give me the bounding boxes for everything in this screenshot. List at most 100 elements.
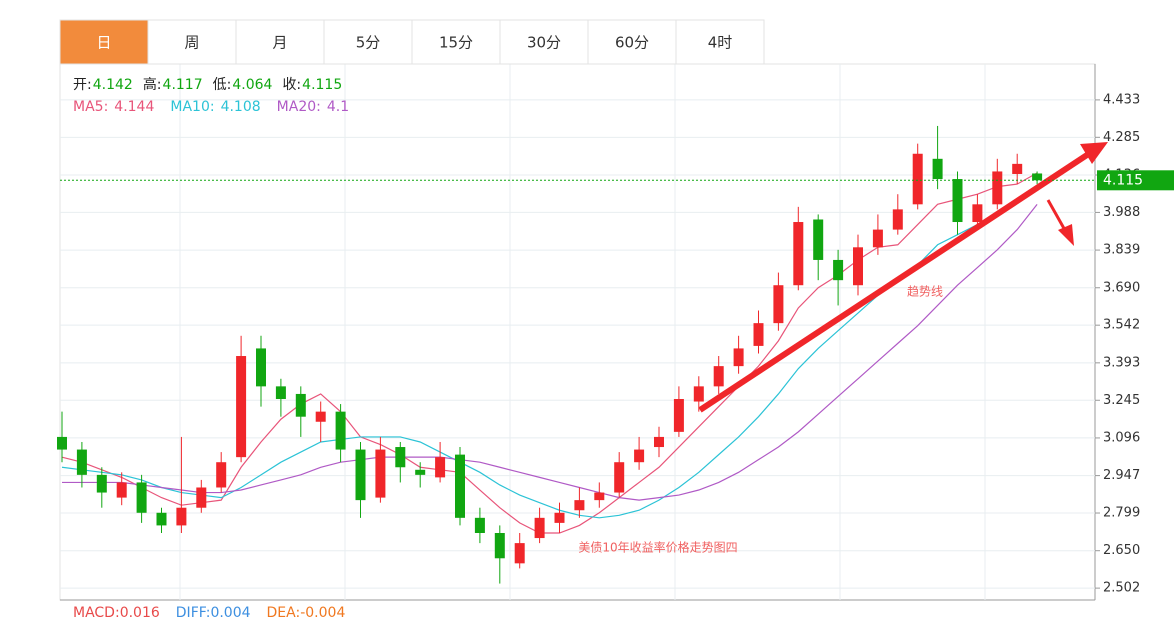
tab-label[interactable]: 60分: [615, 34, 649, 52]
candle-body: [534, 517, 545, 539]
candle-body: [872, 229, 883, 248]
ma-legend-label: MA5:: [73, 99, 108, 115]
candle-body: [136, 482, 147, 513]
info-value: 4.064: [232, 77, 272, 93]
candle-body: [196, 487, 207, 508]
candle-body: [474, 517, 485, 533]
tab-label[interactable]: 5分: [356, 34, 381, 52]
indicator-value: 0.016: [120, 605, 160, 617]
candle-body: [693, 386, 704, 402]
trend-arrow: [698, 142, 1108, 413]
last-price-box: [1097, 170, 1174, 191]
tab-bg[interactable]: [499, 19, 589, 65]
candle-body: [833, 259, 844, 281]
trend-label: 趋势线: [907, 285, 943, 299]
tabs: 日 周 月 5分 15分 30分 60分 4时: [59, 19, 765, 65]
info-value: 4.117: [163, 77, 203, 93]
plot-frame: [59, 63, 1096, 601]
candle-body: [236, 356, 247, 458]
ma-lines: [61, 172, 1038, 534]
candle-body: [295, 393, 306, 417]
indicator-label: DEA:: [267, 605, 301, 617]
candles: [57, 125, 1043, 584]
y-tick-label: 3.690: [1103, 280, 1140, 295]
y-tick-label: 3.988: [1103, 205, 1140, 220]
tab-label[interactable]: 15分: [439, 34, 473, 52]
candle-body: [275, 386, 286, 399]
y-tick-label: 3.839: [1103, 243, 1140, 258]
candle-body: [594, 492, 605, 501]
info-label: 开:: [73, 77, 92, 93]
candle-body: [972, 204, 983, 223]
candle-body: [57, 436, 67, 450]
info-value: 4.142: [93, 77, 133, 93]
candle-body: [156, 512, 167, 526]
ma-line: [61, 188, 1038, 519]
candle-body: [395, 447, 406, 468]
candle-body: [176, 507, 187, 526]
tab-bg[interactable]: [235, 19, 325, 65]
y-tick-label: 2.502: [1103, 581, 1140, 596]
tab-bg[interactable]: [675, 19, 765, 65]
candle-body: [753, 323, 764, 346]
tab-label[interactable]: 月: [272, 34, 287, 52]
candle-body: [315, 411, 326, 422]
candle-body: [733, 348, 744, 367]
tab-bg[interactable]: [147, 19, 237, 65]
candle-body: [654, 436, 664, 448]
tab-label[interactable]: 4时: [708, 34, 733, 52]
y-tick-label: 4.285: [1103, 130, 1140, 145]
grid: [60, 99, 1095, 589]
candle-body: [912, 153, 923, 205]
candle-body: [773, 285, 784, 324]
candle-body: [494, 533, 505, 559]
candle-body: [435, 457, 446, 478]
candle-body: [1012, 163, 1023, 174]
caption: 美债10年收益率价格走势图四: [578, 540, 737, 555]
candle-body: [1032, 173, 1043, 181]
candle-body: [853, 247, 863, 286]
candle-body: [116, 482, 127, 498]
candle-body: [952, 179, 963, 223]
y-tick-label: 3.542: [1103, 318, 1140, 333]
candle-body: [793, 222, 804, 286]
candle-body: [76, 449, 87, 475]
arrow-head: [1080, 142, 1108, 164]
candle-body: [813, 219, 824, 260]
candle-body: [614, 462, 625, 493]
candle-body: [415, 469, 426, 475]
ma-line: [62, 203, 1038, 501]
info-label: 高:: [143, 76, 162, 93]
ma-legend-value: 4.144: [114, 99, 154, 115]
y-axis-labels: 4.4334.2854.1363.9883.8393.6903.5423.393…: [60, 92, 1174, 596]
candle-body: [355, 449, 366, 501]
indicator-label: MACD:: [73, 605, 120, 617]
candle-body: [256, 348, 266, 387]
y-tick-label: 4.433: [1103, 92, 1140, 107]
candle-body: [375, 449, 386, 498]
ma-legend-value: 4.108: [221, 99, 261, 115]
ma-line: [61, 172, 1038, 534]
tab-label[interactable]: 周: [184, 34, 199, 52]
info-value: 4.115: [302, 77, 342, 93]
arrow-head: [1058, 224, 1074, 246]
tab-label[interactable]: 30分: [527, 34, 561, 52]
candle-body: [673, 399, 684, 432]
info-label: 低:: [213, 77, 232, 93]
y-tick-label: 3.393: [1103, 355, 1140, 370]
trend-line: [698, 150, 1092, 413]
candle-body: [554, 512, 565, 523]
down-arrow-line: [1046, 199, 1068, 233]
ma-legend-label: MA10:: [170, 99, 214, 115]
candle-body: [514, 543, 525, 564]
y-tick-label: 2.650: [1103, 543, 1140, 558]
tab-bg[interactable]: [323, 19, 413, 65]
candle-body: [574, 500, 585, 511]
candle-body: [932, 158, 943, 180]
tab-label[interactable]: 日: [96, 34, 111, 52]
y-tick-label: 2.947: [1103, 468, 1140, 483]
y-tick-label: 3.245: [1103, 393, 1140, 408]
candle-body: [335, 411, 346, 450]
